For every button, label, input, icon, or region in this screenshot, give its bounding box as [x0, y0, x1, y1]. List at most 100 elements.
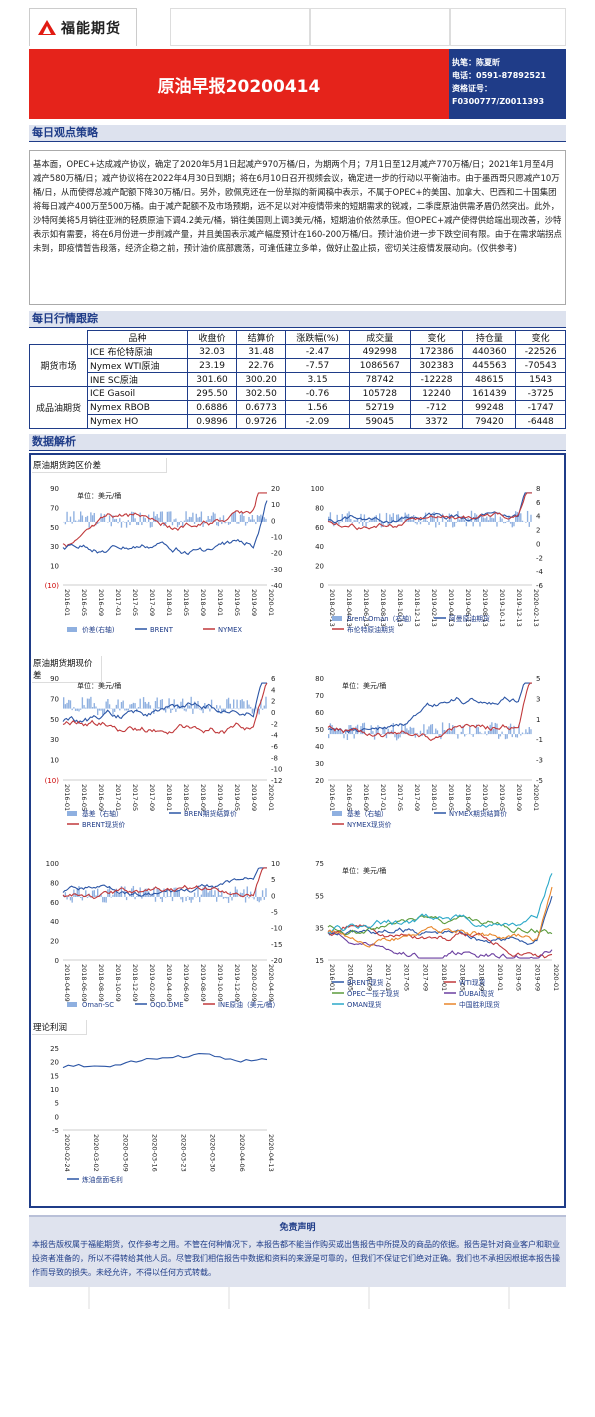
- spread-bar: [86, 515, 89, 522]
- spread-bar: [221, 708, 223, 714]
- y-tick-label: 0: [320, 582, 324, 590]
- spread-bar: [161, 699, 163, 709]
- spread-bar: [479, 731, 481, 735]
- spread-bar: [190, 696, 192, 709]
- spread-bar: [528, 521, 530, 527]
- x-tick-label: 2019-04-13: [447, 589, 455, 627]
- x-tick-label: 2019-01: [496, 964, 504, 991]
- spread-bar: [396, 514, 398, 522]
- spread-bar: [452, 521, 454, 528]
- y-tick-label: 10: [50, 757, 59, 765]
- spread-bar: [438, 734, 440, 737]
- y-tick-label: 80: [315, 675, 324, 683]
- spread-bar: [243, 515, 245, 522]
- spread-bar: [221, 890, 223, 897]
- spread-bar: [158, 517, 160, 522]
- x-tick-label: 2020-02-24: [63, 1134, 71, 1172]
- spread-bar: [90, 512, 92, 522]
- spread-bar: [112, 515, 114, 522]
- y-tick-label: 30: [315, 760, 324, 768]
- spread-bar: [142, 890, 145, 897]
- spread-bar: [338, 521, 340, 525]
- series-line: [62, 867, 267, 897]
- table-cell: 3.15: [285, 372, 351, 387]
- brent-basis-chart: 90 70 50 30 10 (10) 6 4 2 0 -2 -4 -6 -8 -10 -12 2016-01 2…: [45, 675, 283, 829]
- table-cell: 0.9726: [236, 414, 287, 429]
- x-tick-label: 2017-01: [114, 784, 122, 811]
- spread-bar: [239, 892, 242, 897]
- spread-bar: [414, 521, 417, 524]
- spread-bar: [474, 513, 476, 522]
- spread-bar: [86, 698, 89, 709]
- table-cell: -12228: [409, 372, 464, 387]
- y-right-tick-label: -20: [271, 957, 282, 965]
- spread-bar: [64, 892, 67, 897]
- spread-bar: [233, 512, 235, 522]
- spread-bar: [182, 521, 184, 528]
- spread-bar: [436, 515, 439, 522]
- spread-bar: [224, 896, 226, 899]
- spread-bar: [513, 725, 515, 735]
- spread-bar: [204, 703, 206, 709]
- spread-bar: [202, 887, 204, 897]
- unit-label: 单位：美元/桶: [77, 491, 121, 500]
- spread-bar: [424, 734, 427, 736]
- x-tick-label: 2018-04-13: [345, 589, 353, 627]
- spread-bar: [170, 890, 172, 897]
- spread-bar: [119, 708, 121, 711]
- spread-bar: [481, 733, 483, 735]
- x-tick-label: 2016-05: [347, 964, 355, 991]
- spread-bar: [443, 730, 445, 735]
- spread-bar: [71, 896, 73, 903]
- spread-bar: [192, 708, 194, 714]
- spread-bar: [248, 896, 250, 899]
- table-row: Nymex HO 0.9896 0.9726 -2.09 59045 3372 79420-…: [30, 414, 566, 429]
- spread-bar: [526, 510, 529, 522]
- spread-bar: [64, 704, 67, 709]
- table-cell: 0.9896: [187, 414, 238, 429]
- spread-bar: [455, 521, 457, 523]
- y-right-tick-label: 5: [271, 876, 275, 884]
- spread-bar: [149, 895, 152, 897]
- y-tick-label: 90: [50, 485, 59, 493]
- y-right-tick-label: 4: [271, 686, 276, 694]
- spread-bar: [248, 704, 250, 709]
- spread-bar: [526, 732, 529, 735]
- spread-bar: [265, 696, 267, 709]
- spread-bar: [263, 896, 265, 900]
- table-cell: INE SC原油: [86, 372, 189, 387]
- table-cell: 0.6886: [187, 400, 238, 415]
- spread-bar: [122, 521, 124, 522]
- spread-bar: [525, 521, 527, 523]
- legend-label: DUBAI现货: [459, 989, 494, 998]
- spread-bar: [204, 521, 206, 524]
- spread-bar: [416, 521, 418, 525]
- y-tick-label: (10): [45, 582, 60, 590]
- table-cell: Nymex HO: [86, 414, 189, 429]
- spread-bar: [193, 892, 196, 897]
- spread-bar: [144, 518, 146, 522]
- spread-bar: [226, 896, 228, 899]
- spread-bar: [200, 708, 203, 711]
- spread-bar: [188, 896, 191, 901]
- x-tick-label: 2018-09: [477, 964, 485, 991]
- spread-bar: [261, 708, 264, 710]
- spread-bar: [151, 521, 153, 527]
- spread-bar: [95, 895, 97, 897]
- spread-bar: [401, 516, 403, 522]
- x-tick-label: 2020-01: [267, 784, 275, 811]
- x-tick-label: 2020-01: [532, 784, 540, 811]
- x-tick-label: 2018-01: [165, 589, 173, 616]
- spread-bar: [244, 521, 247, 526]
- spread-bar: [387, 521, 389, 527]
- x-tick-label: 2020-03-16: [150, 1134, 158, 1172]
- spread-bar: [406, 514, 408, 522]
- spread-bar: [80, 708, 82, 710]
- spread-bar: [250, 891, 252, 897]
- spread-bar: [484, 731, 486, 735]
- spread-bar: [419, 730, 422, 735]
- spread-bar: [226, 699, 228, 709]
- table-cell: 445563: [462, 358, 517, 373]
- x-tick-label: 2019-08-09: [199, 964, 207, 1002]
- spread-bar: [144, 888, 146, 897]
